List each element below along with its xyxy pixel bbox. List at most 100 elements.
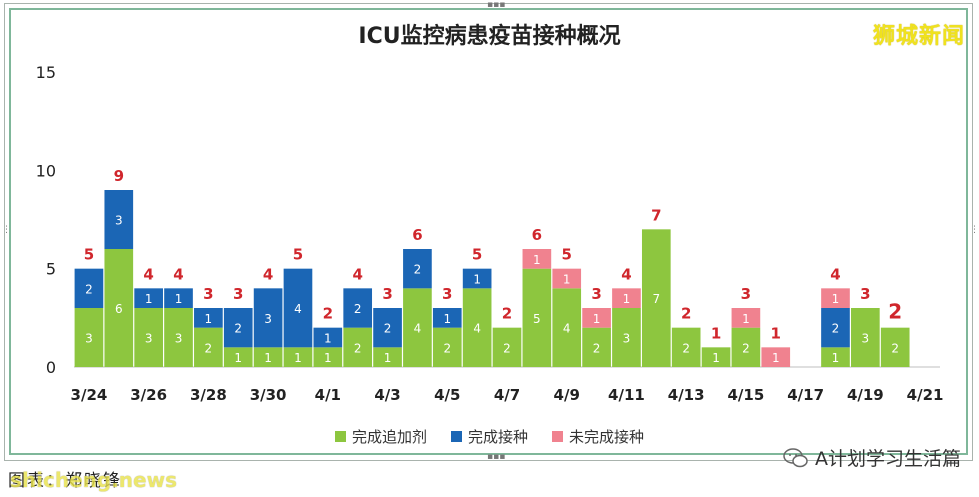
bar-segment-label: 3: [115, 214, 123, 228]
y-tick-label: 5: [46, 260, 56, 279]
bar-segment: [731, 308, 761, 328]
bar-total-label: 2: [502, 305, 512, 323]
bar-segment: [223, 308, 253, 348]
bar-segment: [821, 347, 850, 367]
bar-segment-label: 1: [145, 292, 153, 306]
y-tick-label: 0: [46, 358, 56, 377]
bar-segment: [223, 347, 253, 367]
bar-total-label: 5: [472, 246, 482, 264]
legend-swatch-unvaccinated: [552, 431, 563, 442]
bar-segment: [104, 249, 134, 367]
bar-segment: [164, 308, 193, 367]
legend-item-vaccinated: 完成接种: [450, 426, 528, 447]
bar-segment: [373, 347, 402, 367]
bar-total-label: 5: [562, 246, 572, 264]
bar-segment: [403, 249, 432, 289]
watermark-text: shicheng.news: [10, 468, 177, 492]
bar-segment-label: 1: [384, 351, 392, 365]
bar-segment-label: 2: [354, 302, 362, 316]
bar-segment: [671, 327, 701, 367]
bar-segment-label: 2: [503, 341, 511, 355]
bar-segment: [612, 288, 641, 308]
resize-handle-top[interactable]: ▪▪▪: [487, 0, 506, 10]
bar-segment: [194, 308, 223, 328]
resize-handle-left[interactable]: ⋮: [2, 225, 11, 235]
bar-segment-label: 2: [593, 341, 601, 355]
resize-handle-right[interactable]: ⋮: [970, 225, 979, 235]
legend-swatch-vaccinated: [450, 431, 462, 442]
bar-segment-label: 7: [652, 292, 660, 306]
legend-label-booster: 完成追加剂: [351, 428, 427, 446]
bar-total-label: 5: [293, 246, 303, 264]
bar-segment-label: 3: [264, 312, 272, 326]
bar-total-label: 6: [412, 226, 422, 244]
x-tick-label: 4/3: [374, 386, 400, 404]
x-tick-label: 4/19: [847, 386, 884, 404]
bar-segment: [641, 229, 671, 367]
bar-total-label: 3: [233, 285, 243, 303]
bar-segment-label: 2: [682, 341, 690, 355]
bar-segment-label: 1: [443, 312, 451, 326]
x-tick-label: 4/17: [787, 386, 824, 404]
bar-segment-label: 6: [115, 302, 123, 316]
bar-segment: [552, 288, 582, 367]
bar-segment: [343, 327, 373, 367]
bar-total-label: 1: [711, 324, 721, 342]
bar-total-label: 4: [173, 265, 183, 283]
bar-segment: [313, 327, 343, 348]
bar-total-label: 3: [442, 285, 452, 303]
bar-segment-label: 1: [234, 351, 242, 365]
bar-segment: [851, 308, 880, 367]
bar-segment: [731, 327, 761, 367]
bar-total-label: 3: [591, 285, 601, 303]
bar-segment-label: 4: [563, 322, 571, 336]
account-badge: A计划学习生活篇: [783, 444, 961, 471]
bar-segment: [432, 327, 462, 367]
bar-segment-label: 4: [294, 302, 302, 316]
bar-segment: [74, 268, 104, 308]
bar-total-label: 4: [830, 265, 840, 283]
x-tick-label: 4/5: [434, 386, 460, 404]
account-name: A计划学习生活篇: [815, 448, 961, 470]
bar-segment: [821, 288, 850, 308]
bar-segment-label: 3: [862, 332, 870, 346]
bar-segment-label: 2: [414, 263, 422, 277]
bar-total-label: 4: [352, 265, 362, 283]
bar-segment-label: 2: [234, 322, 242, 336]
bar-total-label: 6: [532, 226, 542, 244]
bar-segment-label: 1: [712, 351, 720, 365]
resize-handle-bottom[interactable]: ▪▪▪: [487, 452, 506, 462]
bar-total-label: 7: [651, 206, 661, 224]
bar-segment: [283, 268, 313, 348]
bar-segment: [552, 268, 582, 289]
legend-item-unvaccinated: 未完成接种: [552, 426, 644, 447]
legend-swatch-booster: [334, 431, 346, 442]
bar-total-label: 2: [888, 300, 902, 324]
bar-segment-label: 3: [145, 332, 153, 346]
bar-segment-label: 4: [414, 322, 422, 336]
bar-total-label: 3: [860, 285, 870, 303]
y-tick-label: 15: [36, 63, 56, 82]
logo-text: 狮城新闻: [872, 24, 965, 49]
chart-plot: 0510153256393143142131231341451122241234…: [36, 63, 944, 404]
bar-segment-label: 5: [533, 312, 541, 326]
x-tick-label: 4/9: [554, 386, 580, 404]
chart-legend: 完成追加剂 完成接种 未完成接种: [0, 426, 979, 447]
bar-total-label: 4: [263, 265, 273, 283]
x-tick-label: 3/28: [190, 386, 227, 404]
bar-segment: [283, 347, 313, 367]
bar-segment: [134, 288, 163, 308]
chart-outer-border: [4, 3, 973, 461]
bar-total-label: 3: [203, 285, 213, 303]
bar-segment: [74, 308, 104, 367]
bar-segment-label: 2: [384, 322, 392, 336]
bar-segment: [253, 288, 283, 348]
bar-segment-label: 1: [832, 292, 840, 306]
bar-segment-label: 1: [205, 312, 213, 326]
bar-segment: [194, 327, 223, 367]
bar-segment: [821, 308, 850, 348]
bar-segment-label: 4: [473, 322, 481, 336]
bar-segment: [104, 190, 134, 249]
bar-segment: [701, 347, 731, 367]
